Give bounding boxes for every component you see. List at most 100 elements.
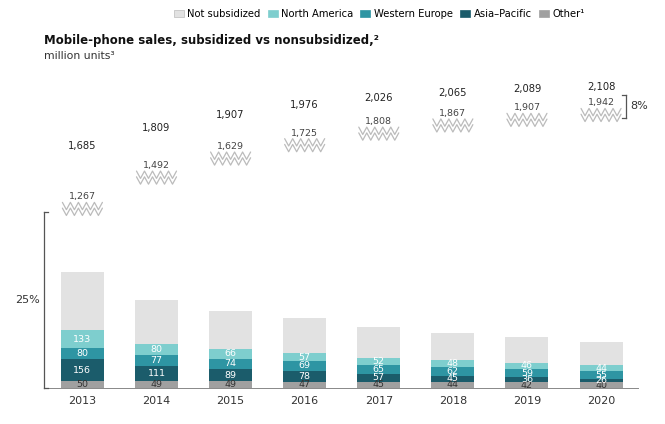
Text: 62: 62 [447, 367, 459, 376]
Bar [283, 361, 326, 371]
Bar [432, 333, 474, 360]
Bar [61, 381, 104, 388]
Bar [505, 382, 549, 388]
Bar [136, 172, 176, 183]
Text: 2020: 2020 [587, 396, 615, 407]
Bar [432, 360, 474, 367]
Text: 1,725: 1,725 [291, 128, 318, 138]
Bar [357, 374, 400, 382]
Bar [209, 369, 252, 381]
Text: 2017: 2017 [364, 396, 393, 407]
Text: 2015: 2015 [217, 396, 245, 407]
Text: 57: 57 [373, 373, 385, 382]
Text: 2,065: 2,065 [439, 88, 467, 98]
Bar [283, 371, 326, 382]
Bar [135, 300, 178, 344]
Bar [135, 366, 178, 381]
Bar [283, 353, 326, 361]
Bar [283, 318, 326, 353]
Bar [209, 349, 252, 359]
Text: 2,089: 2,089 [513, 84, 541, 94]
Text: 44: 44 [595, 364, 607, 373]
Bar [433, 120, 473, 131]
Bar [357, 357, 400, 365]
Text: 133: 133 [73, 335, 92, 343]
Bar [63, 204, 102, 214]
Bar [358, 128, 399, 139]
Text: 46: 46 [521, 361, 533, 370]
Bar [61, 348, 104, 360]
Bar [432, 367, 474, 376]
Text: 44: 44 [447, 380, 459, 390]
Bar [507, 114, 547, 125]
Bar [357, 382, 400, 388]
Legend: Not subsidized, North America, Western Europe, Asia–Pacific, Other¹: Not subsidized, North America, Western E… [170, 5, 589, 23]
Bar [211, 153, 251, 164]
Bar [209, 311, 252, 349]
Text: 2014: 2014 [142, 396, 171, 407]
Bar [580, 382, 622, 388]
Text: 55: 55 [595, 371, 607, 379]
Text: 80: 80 [150, 345, 162, 354]
Text: 2,108: 2,108 [587, 82, 615, 92]
Text: 1,492: 1,492 [143, 161, 170, 170]
Text: 1,907: 1,907 [216, 110, 245, 120]
Text: 2018: 2018 [439, 396, 467, 407]
Text: 2016: 2016 [291, 396, 319, 407]
Bar [61, 360, 104, 381]
Text: 2013: 2013 [68, 396, 96, 407]
Bar [580, 342, 622, 365]
Bar [135, 344, 178, 355]
Text: 40: 40 [595, 381, 607, 390]
Text: 77: 77 [150, 356, 162, 365]
Bar [209, 359, 252, 369]
Bar [135, 381, 178, 388]
Text: Mobile-phone sales, subsidized vs nonsubsidized,²: Mobile-phone sales, subsidized vs nonsub… [44, 34, 379, 47]
Bar [61, 272, 104, 330]
Text: 26: 26 [595, 376, 607, 385]
Text: 8%: 8% [630, 101, 648, 112]
Text: 78: 78 [299, 371, 311, 381]
Text: 45: 45 [373, 380, 385, 389]
Bar [61, 330, 104, 348]
Bar [357, 365, 400, 374]
Text: 50: 50 [76, 380, 88, 389]
Bar [357, 327, 400, 357]
Text: 49: 49 [150, 380, 162, 389]
Bar [580, 365, 622, 371]
Text: million units³: million units³ [44, 51, 114, 61]
Bar [135, 355, 178, 366]
Text: 59: 59 [521, 368, 533, 378]
Bar [505, 377, 549, 382]
Text: 74: 74 [225, 359, 237, 368]
Text: 66: 66 [225, 349, 237, 358]
Bar [505, 363, 549, 369]
Bar [580, 371, 622, 379]
Text: 2019: 2019 [513, 396, 541, 407]
Text: 111: 111 [148, 369, 166, 378]
Bar [505, 369, 549, 377]
Text: 65: 65 [373, 365, 385, 374]
Text: 1,685: 1,685 [68, 140, 96, 151]
Text: 36: 36 [521, 375, 533, 384]
Text: 1,267: 1,267 [69, 192, 96, 201]
Text: 49: 49 [225, 380, 237, 389]
Text: 42: 42 [521, 381, 533, 390]
Text: 45: 45 [447, 374, 459, 383]
Bar [432, 382, 474, 388]
Bar [209, 381, 252, 388]
Text: 47: 47 [299, 380, 311, 389]
Bar [283, 382, 326, 388]
Text: 57: 57 [299, 353, 311, 362]
Text: 1,867: 1,867 [440, 109, 466, 118]
Bar [580, 379, 622, 382]
Text: 1,976: 1,976 [291, 100, 319, 110]
Text: 52: 52 [373, 357, 385, 366]
Bar [285, 139, 325, 150]
Text: 1,809: 1,809 [142, 123, 171, 133]
Text: 1,808: 1,808 [365, 117, 392, 126]
Bar [432, 376, 474, 382]
Text: 48: 48 [447, 359, 459, 368]
Bar [581, 109, 621, 120]
Text: 25%: 25% [15, 295, 39, 305]
